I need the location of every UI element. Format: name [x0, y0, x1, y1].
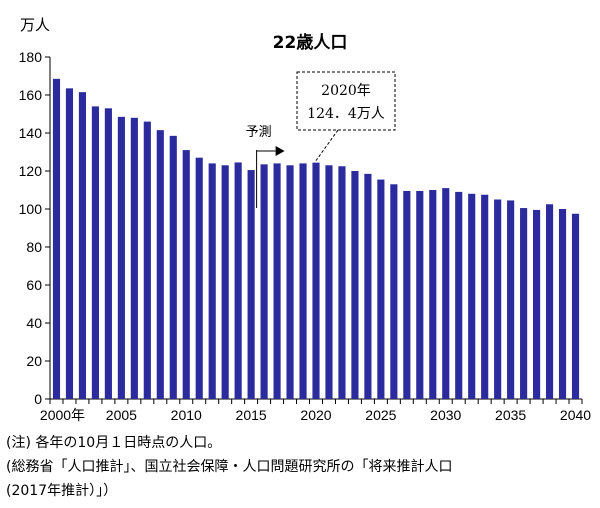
- bar: [429, 190, 437, 399]
- callout-year-label: 2020年: [321, 83, 371, 99]
- y-axis: 0 20 40 60 80 100 120 140 160 180: [19, 49, 51, 407]
- bar: [558, 209, 567, 399]
- bar: [52, 78, 61, 399]
- x-tick-label: 2025: [365, 407, 396, 423]
- y-tick-label: 0: [34, 391, 42, 407]
- y-tick-label: 80: [26, 239, 42, 255]
- bar: [299, 163, 307, 399]
- bar: [455, 191, 463, 399]
- x-tick-label: 2000年: [40, 407, 85, 423]
- bar: [130, 117, 138, 400]
- footnote-line-1: (注) 各年の10月１日時点の人口。: [6, 435, 222, 451]
- bar: [520, 208, 528, 399]
- x-tick-label: 2040: [560, 407, 591, 423]
- y-tick-label: 100: [19, 201, 43, 217]
- bar: [442, 188, 450, 399]
- x-tick-label: 2035: [495, 407, 526, 423]
- forecast-arrow-head: [275, 146, 285, 156]
- bar: [403, 190, 411, 399]
- x-tick-label: 2005: [106, 407, 137, 423]
- bar: [533, 209, 541, 399]
- bar: [468, 193, 476, 399]
- x-tick-label: 2020: [300, 407, 331, 423]
- annotations: 予測 2020年 124．4万人: [246, 71, 396, 208]
- bar: [65, 88, 74, 399]
- bar: [416, 190, 424, 399]
- bar: [260, 164, 268, 399]
- bar: [338, 166, 346, 399]
- callout-box: [296, 71, 396, 131]
- x-axis: 2000年 2005 2010 2015 2020 2025 2030 2035 2040: [40, 398, 591, 423]
- bar: [234, 162, 242, 399]
- y-tick-label: 160: [19, 87, 43, 103]
- footnote-line-3: (2017年推計）」）: [6, 483, 118, 499]
- bar: [78, 92, 87, 400]
- bar: [390, 184, 398, 399]
- y-tick-label: 40: [26, 315, 42, 331]
- y-tick-label: 20: [26, 353, 42, 369]
- bar: [364, 173, 372, 399]
- bar: [169, 135, 177, 399]
- bar: [286, 165, 294, 399]
- bar: [325, 165, 333, 399]
- chart-title: 22歳人口: [273, 32, 348, 53]
- callout-value-label: 124．4万人: [307, 106, 385, 122]
- y-tick-label: 180: [19, 49, 43, 65]
- bar: [208, 163, 216, 399]
- bar: [273, 163, 281, 399]
- forecast-label: 予測: [246, 125, 272, 140]
- bar: [507, 200, 515, 399]
- y-axis-unit-label: 万人: [20, 16, 50, 34]
- bar: [571, 213, 580, 399]
- y-tick-label: 140: [19, 125, 43, 141]
- y-tick-label: 120: [19, 163, 43, 179]
- bar-series: [52, 78, 580, 400]
- y-tick-label: 60: [26, 277, 42, 293]
- bar: [351, 171, 359, 399]
- footnote-line-2: (総務省「人口推計」、国立社会保障・人口問題研究所の「将来推計人口: [6, 459, 453, 475]
- bar: [195, 157, 203, 399]
- x-tick-label: 2010: [171, 407, 202, 423]
- bar: [221, 165, 229, 399]
- bar: [143, 121, 151, 399]
- bar: [182, 150, 190, 399]
- x-tick-label: 2030: [430, 407, 461, 423]
- bar: [545, 204, 554, 399]
- bar: [481, 194, 489, 399]
- bar: [247, 170, 255, 399]
- bar: [91, 106, 99, 400]
- bar: [117, 116, 125, 399]
- bar: [156, 130, 164, 399]
- callout-leader-line: [315, 129, 339, 161]
- x-tick-label: 2015: [236, 407, 267, 423]
- bar: [494, 199, 502, 399]
- bar: [104, 108, 112, 400]
- bar: [377, 179, 385, 399]
- bar: [312, 162, 320, 399]
